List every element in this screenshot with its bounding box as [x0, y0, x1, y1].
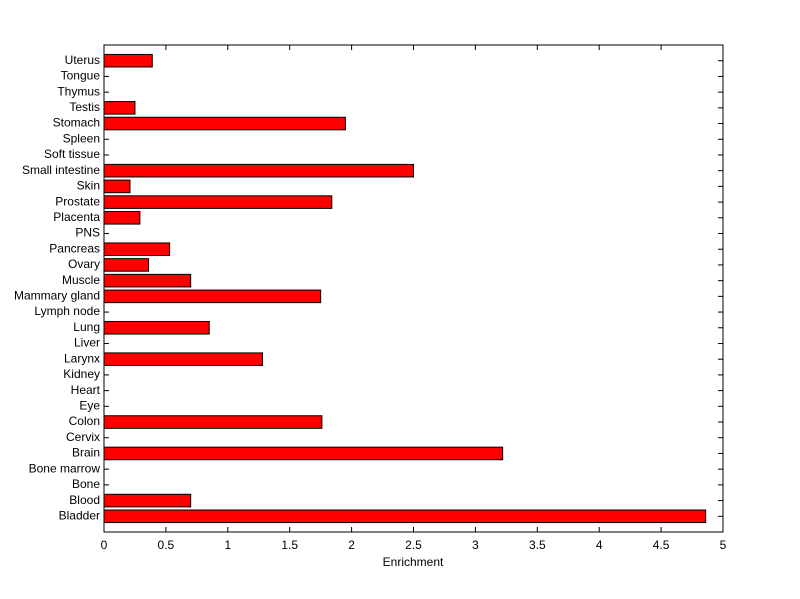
bar: [103, 258, 150, 272]
bar: [103, 273, 192, 288]
x-tick-label: 1.5: [281, 538, 298, 552]
y-tick-label: Muscle: [62, 273, 100, 287]
x-tick-label: 2.5: [405, 538, 422, 552]
bar: [103, 53, 153, 68]
y-tick-label: Skin: [77, 179, 100, 193]
x-tick-label: 5: [720, 538, 727, 552]
y-tick-label: Testis: [69, 100, 100, 114]
bar: [103, 116, 346, 131]
y-tick-label: Bone: [72, 477, 100, 491]
x-axis-label: Enrichment: [383, 555, 444, 569]
y-tick-label: Small intestine: [22, 163, 100, 177]
x-tick-label: 0: [101, 538, 108, 552]
y-tick-label: PNS: [75, 226, 100, 240]
x-tick-label: 3: [472, 538, 479, 552]
bar: [103, 211, 141, 225]
bar: [103, 163, 414, 178]
y-tick-label: Heart: [71, 383, 101, 397]
y-tick-label: Brain: [72, 446, 100, 460]
x-tick-label: 4.5: [653, 538, 670, 552]
y-tick-label: Ovary: [68, 257, 100, 271]
bar: [103, 446, 504, 461]
y-tick-label: Colon: [69, 414, 100, 428]
bar: [103, 509, 707, 524]
bar: [103, 179, 131, 194]
bar: [103, 352, 263, 366]
x-tick-label: 1: [224, 538, 231, 552]
y-tick-label: Bone marrow: [29, 461, 101, 475]
y-tick-label: Thymus: [57, 84, 100, 98]
x-tick-label: 0.5: [158, 538, 175, 552]
bar: [103, 415, 323, 429]
y-tick-label: Soft tissue: [44, 147, 100, 161]
y-tick-label: Uterus: [65, 53, 100, 67]
bar: [103, 101, 136, 115]
x-tick-label: 3.5: [529, 538, 546, 552]
bar: [103, 195, 333, 209]
y-tick-label: Spleen: [63, 131, 100, 145]
y-tick-label: Kidney: [63, 367, 100, 381]
y-tick-label: Lymph node: [34, 304, 100, 318]
y-tick-label: Prostate: [55, 194, 100, 208]
y-tick-label: Cervix: [66, 430, 100, 444]
y-tick-label: Larynx: [64, 351, 100, 365]
y-tick-label: Bladder: [59, 508, 100, 522]
y-tick-label: Tongue: [61, 69, 101, 83]
y-tick-label: Blood: [69, 493, 100, 507]
bar: [103, 289, 322, 304]
y-tick-label: Stomach: [53, 116, 100, 130]
y-tick-label: Lung: [73, 320, 100, 334]
y-tick-label: Liver: [74, 336, 100, 350]
bar: [103, 493, 192, 508]
x-tick-label: 4: [596, 538, 603, 552]
y-tick-label: Eye: [79, 398, 100, 412]
bar: [103, 242, 171, 257]
x-tick-label: 2: [348, 538, 355, 552]
y-tick-label: Placenta: [53, 210, 100, 224]
bar: [103, 320, 210, 335]
y-tick-label: Mammary gland: [14, 289, 100, 303]
y-tick-label: Pancreas: [49, 241, 100, 255]
